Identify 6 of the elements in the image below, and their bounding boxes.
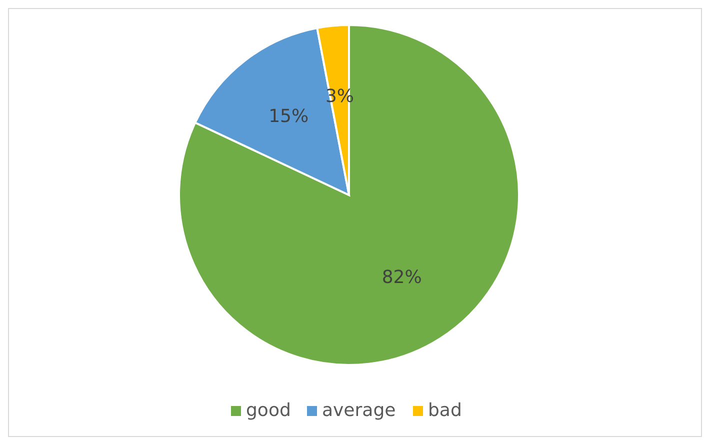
pie-slice [178, 24, 520, 366]
data-label: 15% [268, 106, 309, 128]
data-label: 82% [382, 267, 422, 288]
legend-label: bad [428, 400, 462, 421]
legend-label: good [246, 400, 291, 421]
legend-label: average [322, 400, 396, 421]
